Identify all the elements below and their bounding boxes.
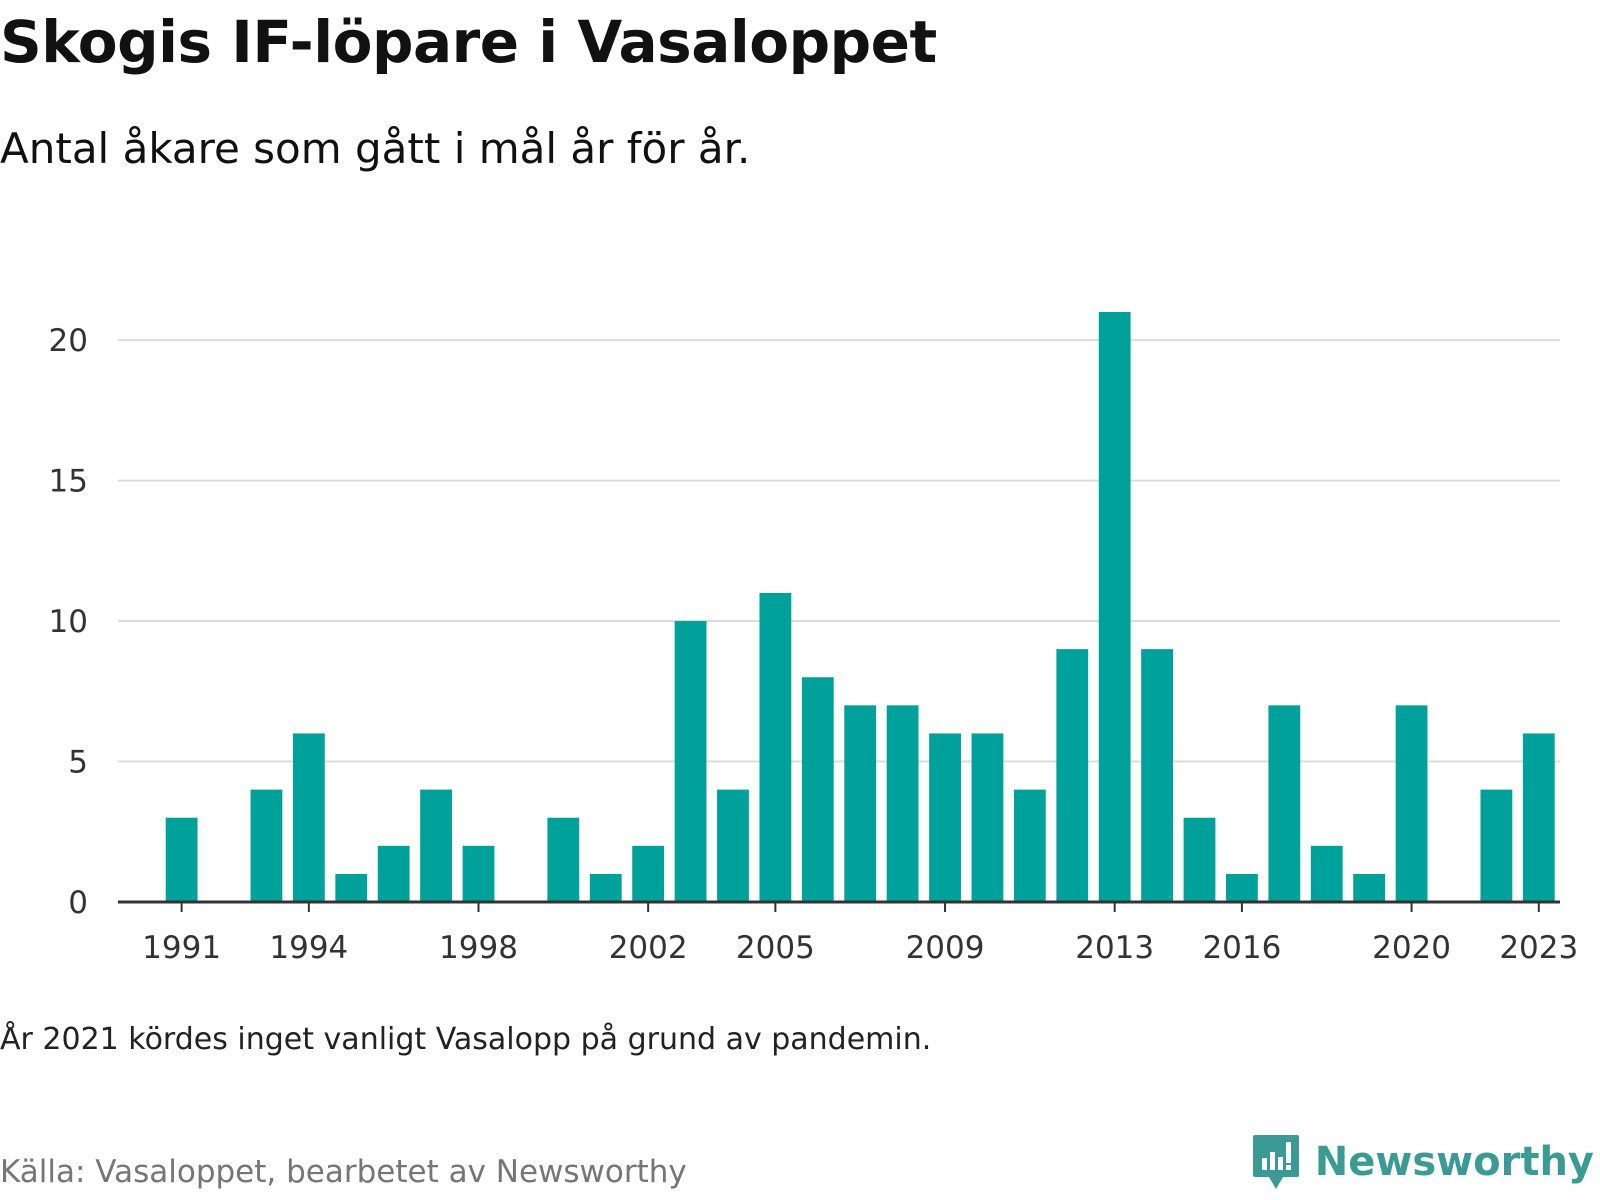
x-tick-label: 2002 xyxy=(609,930,688,966)
x-tick-label: 2016 xyxy=(1202,930,1281,966)
bar-1998 xyxy=(462,845,495,902)
bar-2011 xyxy=(1013,789,1046,902)
bar-1997 xyxy=(420,789,452,902)
bar-2015 xyxy=(1183,817,1216,902)
bar-2009 xyxy=(929,733,961,902)
x-tick-label: 2020 xyxy=(1372,930,1451,966)
chart-title: Skogis IF-löpare i Vasaloppet xyxy=(0,8,937,76)
chart-footnote: År 2021 kördes inget vanligt Vasalopp på… xyxy=(0,1022,932,1057)
y-tick-label: 10 xyxy=(49,604,88,640)
bar-2016 xyxy=(1226,873,1258,902)
bar-2020 xyxy=(1395,705,1428,902)
y-tick-label: 5 xyxy=(68,745,88,781)
bar-2007 xyxy=(844,705,877,902)
bar-1993 xyxy=(250,789,283,902)
bar-2002 xyxy=(632,845,665,902)
bar-2005 xyxy=(759,592,792,902)
bar-2006 xyxy=(801,677,834,902)
y-tick-label: 15 xyxy=(49,464,88,500)
bar-2023 xyxy=(1522,733,1555,902)
bar-2010 xyxy=(971,733,1004,902)
bar-1996 xyxy=(377,845,410,902)
bar-2014 xyxy=(1141,649,1173,902)
x-tick-label: 2009 xyxy=(906,930,985,966)
bar-2017 xyxy=(1268,705,1301,902)
bar-2000 xyxy=(547,817,580,902)
bar-1994 xyxy=(292,733,325,902)
bar-2001 xyxy=(589,873,622,902)
x-tick-label: 2023 xyxy=(1499,930,1578,966)
newsworthy-logo-icon xyxy=(1252,1135,1299,1189)
source-credit: Källa: Vasaloppet, bearbetet av Newswort… xyxy=(0,1154,687,1190)
bar-2003 xyxy=(674,621,707,902)
brand-name: Newsworthy xyxy=(1314,1139,1594,1185)
bar-2013 xyxy=(1098,312,1131,902)
x-tick-label: 1994 xyxy=(269,930,348,966)
bar-2004 xyxy=(717,789,749,902)
x-tick-label: 2005 xyxy=(736,930,815,966)
y-tick-label: 20 xyxy=(49,323,88,359)
bar-2022 xyxy=(1480,789,1513,902)
x-tick-label: 1998 xyxy=(439,930,518,966)
bar-1991 xyxy=(165,817,198,902)
bar-2008 xyxy=(886,705,919,902)
bar-1995 xyxy=(335,873,368,902)
x-tick-label: 1991 xyxy=(142,930,221,966)
bar-2012 xyxy=(1056,649,1089,902)
bar-2019 xyxy=(1353,873,1386,902)
x-tick-label: 2013 xyxy=(1075,930,1154,966)
newsworthy-brand[interactable]: Newsworthy xyxy=(1251,1132,1594,1192)
chart-subtitle: Antal åkare som gått i mål år för år. xyxy=(0,124,751,173)
y-tick-label: 0 xyxy=(68,885,88,921)
bar-2018 xyxy=(1310,845,1343,902)
